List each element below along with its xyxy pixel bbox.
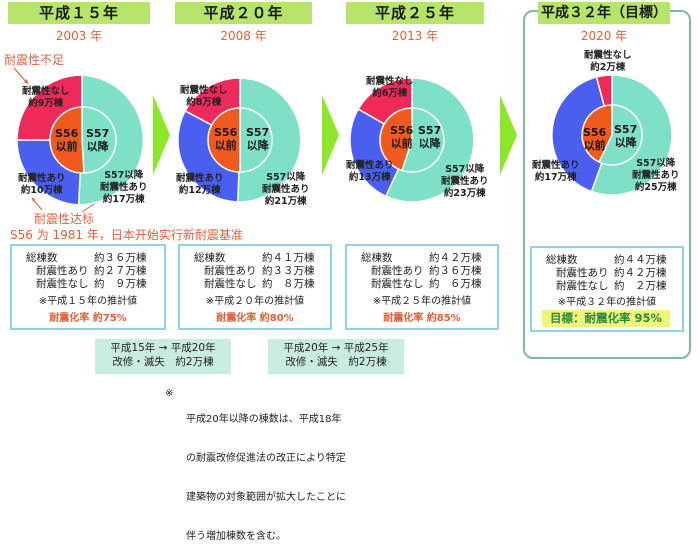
label-none-2013: 耐震性なし 約6万棟 bbox=[366, 76, 414, 99]
label-none-2003: 耐震性なし 約9万棟 bbox=[22, 86, 70, 109]
label-okpre-2008: 耐震性あり 約12万棟 bbox=[176, 173, 224, 196]
seismic-rate: 耐震化率 約75% bbox=[49, 313, 127, 324]
pie-chart-2013 bbox=[349, 77, 475, 203]
annotation-s56-note: S56 为 1981 年，日本开始实行新耐震基准 bbox=[10, 228, 243, 242]
label-post-2013: S57以降 耐震性あり 約23万棟 bbox=[441, 164, 489, 199]
footnote-text: 平成20年以降の棟数は、平成18年 の耐震改修促進法の改正により特定 建築物の対… bbox=[186, 414, 346, 542]
panel-year-2008: 2008 年 bbox=[220, 29, 267, 43]
label-post-2008: S57以降 耐震性あり 約21万棟 bbox=[262, 172, 310, 207]
panel-year-2003: 2003 年 bbox=[55, 29, 103, 43]
panel-header-2020: 平成３２年（目標） bbox=[538, 2, 670, 24]
pie-chart-2008 bbox=[177, 77, 302, 203]
inner-label-pre: S56 以前 bbox=[390, 124, 414, 150]
label-okpre-2003: 耐震性あり 約10万棟 bbox=[18, 173, 66, 196]
label-post-2003: S57以降 耐震性あり 約17万棟 bbox=[100, 170, 148, 205]
panel-header-2013: 平成２５年 bbox=[346, 2, 484, 24]
stats-box-2003: 総棟数 約３６万棟 耐震性あり 約２７万棟 耐震性なし 約 ９万棟 ※平成１５年… bbox=[10, 244, 166, 330]
pie-chart-2020 bbox=[551, 74, 673, 196]
stats-box-2013: 総棟数 約４２万棟 耐震性あり 約３６万棟 耐震性なし 約 ６万棟 ※平成２５年… bbox=[345, 244, 499, 330]
inner-label-post: S57 以降 bbox=[246, 126, 270, 152]
annotation-sufficient: 耐震性达标 bbox=[34, 212, 95, 226]
inner-label-pre: S56 以前 bbox=[214, 126, 238, 152]
seismic-rate: 耐震化率 約85% bbox=[383, 313, 461, 324]
panel-header-2003: 平成１５年 bbox=[8, 2, 150, 24]
annotation-insufficient: 耐震性不足 bbox=[4, 53, 65, 67]
arrow-right-icon bbox=[500, 95, 517, 175]
panel-year-2020: 2020 年 bbox=[580, 29, 628, 43]
stats-box-2008: 総棟数 約４１万棟 耐震性あり 約３３万棟 耐震性なし 約 ８万棟 ※平成２０年… bbox=[178, 244, 332, 330]
label-post-2020: S57以降 耐震性あり 約25万棟 bbox=[632, 158, 680, 193]
transition-box-2008-2013: 平成20年 → 平成25年 改修・滅失 約2万棟 bbox=[268, 339, 404, 374]
transition-box-2003-2008: 平成15年 → 平成20年 改修・滅失 約2万棟 bbox=[95, 339, 231, 374]
label-none-2020: 耐震性なし 約2万棟 bbox=[584, 50, 632, 73]
inner-label-pre: S56 以前 bbox=[55, 127, 79, 153]
inner-label-post: S57 以降 bbox=[86, 127, 110, 153]
panel-header-2008: 平成２０年 bbox=[175, 2, 312, 24]
goal-badge: 目標：耐震化率 95% bbox=[542, 310, 670, 327]
inner-label-post: S57 以降 bbox=[418, 124, 442, 150]
stats-box-2020: 総棟数 約４４万棟 耐震性あり 約４２万棟 耐震性なし 約 ２万棟 ※平成３２年… bbox=[530, 246, 684, 332]
label-okpre-2020: 耐震性あり 約17万棟 bbox=[532, 160, 580, 183]
inner-label-post: S57 以降 bbox=[614, 123, 638, 149]
panel-year-2013: 2013 年 bbox=[391, 29, 439, 43]
arrow-right-icon bbox=[322, 95, 339, 175]
annotation-arrows bbox=[13, 67, 673, 213]
label-none-2008: 耐震性なし 約8万棟 bbox=[180, 85, 228, 108]
arrow-right-icon bbox=[153, 95, 170, 175]
pie-chart-2003 bbox=[16, 74, 145, 206]
seismic-rate: 耐震化率 約80% bbox=[216, 313, 294, 324]
label-okpre-2013: 耐震性あり 約13万棟 bbox=[346, 160, 394, 183]
footnote-mark: ※ bbox=[165, 388, 174, 399]
inner-label-pre: S56 以前 bbox=[583, 126, 607, 152]
